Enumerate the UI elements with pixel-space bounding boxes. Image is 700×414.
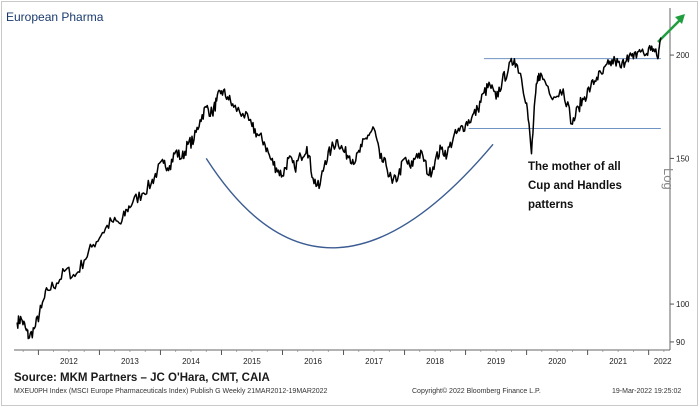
price-series [16, 37, 662, 340]
y-tick-label: 100 [676, 300, 690, 309]
source-credit: Source: MKM Partners – JC O'Hara, CMT, C… [14, 372, 270, 384]
x-tick-label: 2017 [365, 357, 383, 366]
log-scale-label: Log [661, 168, 676, 190]
x-tick-label: 2013 [121, 357, 139, 366]
overlays [205, 14, 685, 249]
breakout-arrowhead [675, 14, 685, 24]
y-tick-label: 200 [676, 51, 690, 60]
x-tick-label: 2021 [609, 357, 627, 366]
axes: 90 100 150 200 2012 2013 2014 2015 2016 2017 2018 2… [14, 8, 690, 366]
x-tick-label: 2014 [182, 357, 200, 366]
y-tick-label: 150 [676, 154, 690, 163]
x-tick-label: 2019 [487, 357, 505, 366]
cup-curve [205, 143, 494, 249]
chart-title: European Pharma [6, 10, 104, 24]
x-tick-label: 2012 [60, 357, 78, 366]
x-tick-label: 2015 [243, 357, 261, 366]
x-tick-label: 2020 [548, 357, 566, 366]
price-line [16, 37, 662, 340]
x-tick-label: 2016 [304, 357, 322, 366]
x-tick-label: 2022 [654, 357, 672, 366]
index-description: MXEU0PH Index (MSCI Europe Pharmaceutica… [14, 388, 328, 395]
breakout-arrow [657, 17, 683, 43]
copyright-notice: Copyright© 2022 Bloomberg Finance L.P. [412, 388, 541, 395]
cup-handle-annotation: The mother of all Cup and Handles patter… [528, 161, 622, 211]
x-tick-label: 2018 [426, 357, 444, 366]
chart-frame [1, 1, 698, 406]
y-tick-label: 90 [676, 338, 685, 347]
timestamp: 19-Mar-2022 19:25:02 [612, 388, 682, 395]
